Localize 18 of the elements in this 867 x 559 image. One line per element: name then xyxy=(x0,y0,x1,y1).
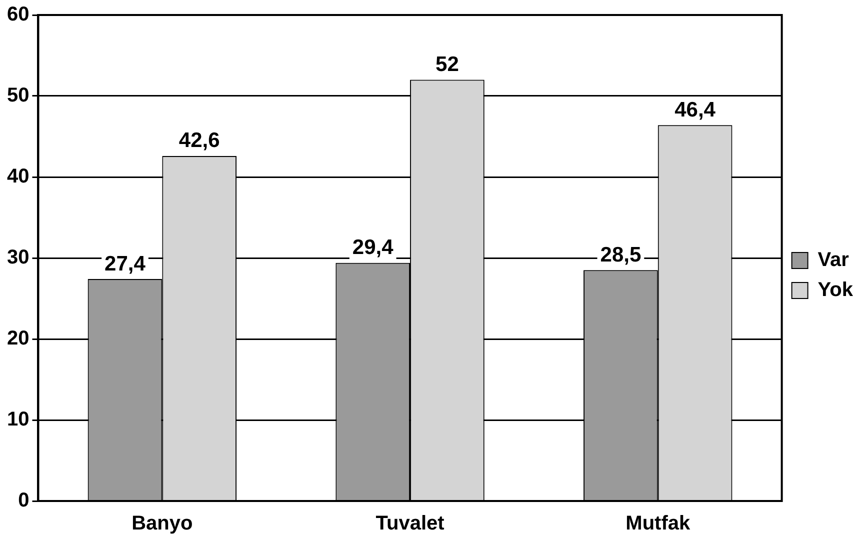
y-tick-label: 0 xyxy=(18,490,30,512)
y-tick-label: 60 xyxy=(6,4,30,26)
x-tick-label: Banyo xyxy=(132,512,193,535)
y-tick-label: 20 xyxy=(6,328,30,350)
y-tick-label: 50 xyxy=(6,84,30,107)
legend-label: Var xyxy=(818,249,850,272)
data-label: 52 xyxy=(436,53,459,76)
data-label: 27,4 xyxy=(104,252,146,276)
data-label: 46,4 xyxy=(674,98,716,122)
data-label: 28,5 xyxy=(600,243,642,266)
x-tick-label: Mutfak xyxy=(626,512,691,535)
y-tick-label: 40 xyxy=(6,166,30,188)
data-label: 29,4 xyxy=(352,236,394,260)
x-tick-label: Tuvalet xyxy=(376,512,445,535)
y-tick-label: 30 xyxy=(6,246,30,269)
y-tick-label: 10 xyxy=(6,408,30,431)
legend-label: Yok xyxy=(818,279,854,302)
data-label: 42,6 xyxy=(178,129,220,152)
